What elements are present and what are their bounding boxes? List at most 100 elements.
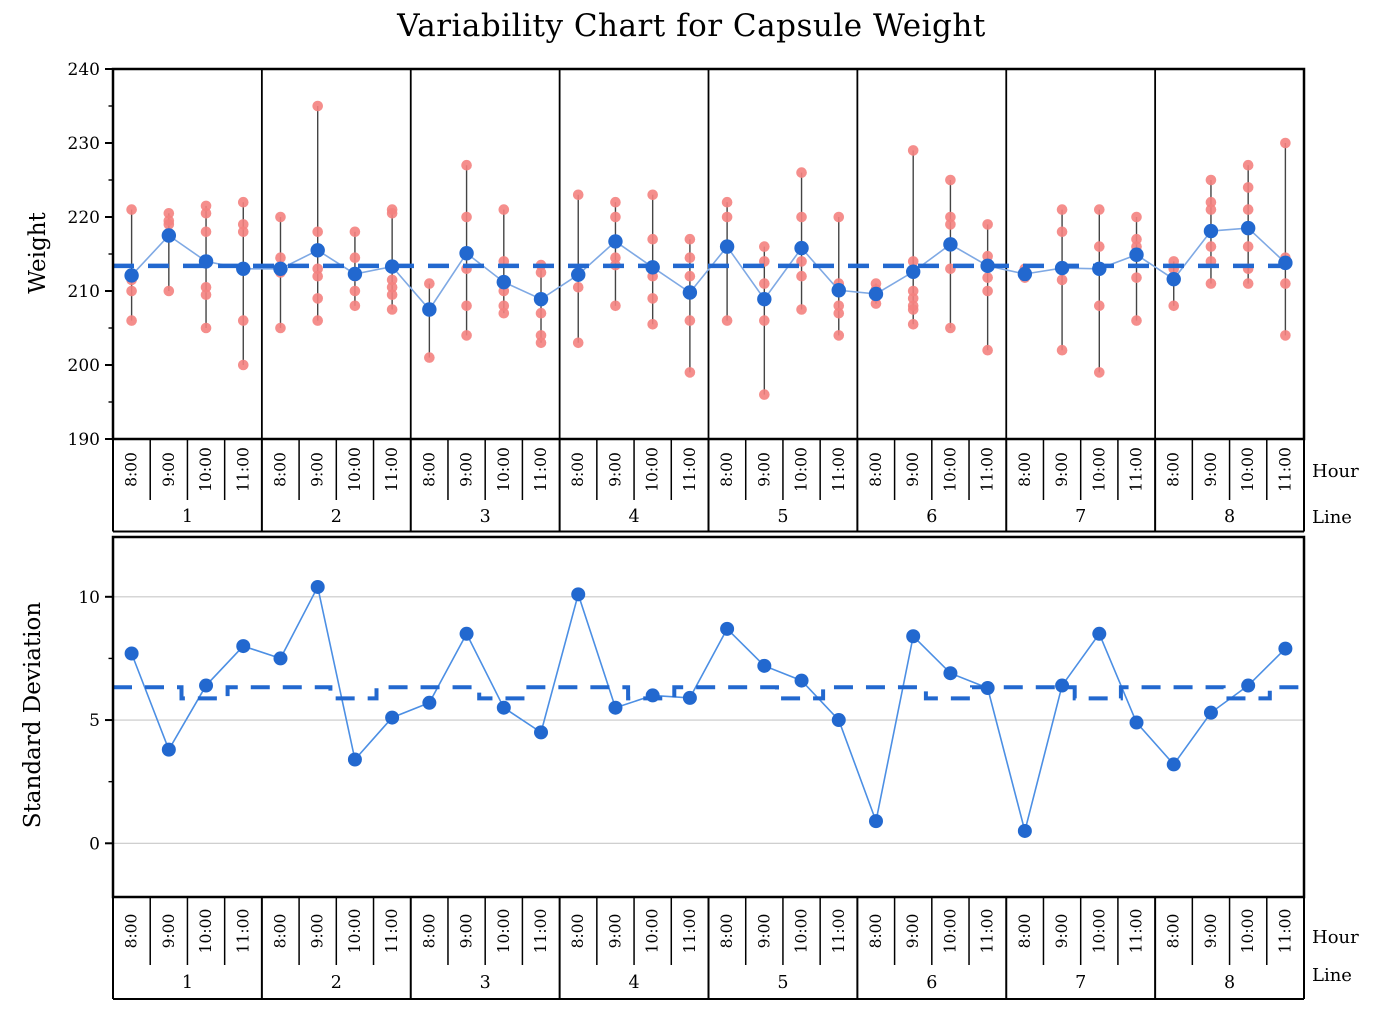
weight-data-point — [424, 278, 435, 289]
weight-data-point — [647, 293, 658, 304]
weight-data-point — [1242, 278, 1254, 289]
sd-point — [236, 639, 251, 654]
group-mean-point — [273, 261, 288, 276]
sd-point — [720, 621, 735, 636]
line-cell-label-bottom: 8 — [1224, 973, 1235, 993]
weight-data-point — [1168, 300, 1180, 312]
hour-cell-label-top: 10:00 — [644, 447, 662, 492]
sd-point — [1203, 705, 1218, 720]
sd-point — [310, 579, 325, 594]
line-cell-label-top: 4 — [628, 507, 639, 527]
line-cell-label-top: 1 — [182, 507, 193, 527]
weight-data-point — [945, 322, 956, 334]
weight-data-point — [907, 304, 919, 315]
group-mean-point — [347, 266, 363, 282]
hour-cell-label-bottom: 8:00 — [1165, 914, 1183, 949]
weight-data-point — [312, 263, 324, 275]
weight-data-point — [386, 208, 398, 219]
sd-tick-label: 10 — [78, 588, 100, 608]
group-mean-point — [422, 302, 437, 317]
group-mean-point — [1278, 255, 1293, 271]
weight-data-point — [610, 196, 621, 208]
weight-data-point — [237, 359, 249, 371]
hour-cell-label-bottom: 8:00 — [420, 914, 438, 949]
weight-data-point — [200, 208, 212, 219]
weight-data-point — [461, 330, 472, 341]
weight-data-point — [945, 174, 956, 186]
weight-data-point — [1280, 278, 1291, 289]
hour-cell-label-bottom: 8:00 — [1016, 914, 1034, 949]
weight-data-point — [721, 211, 733, 223]
hour-cell-label-bottom: 11:00 — [234, 909, 252, 954]
sd-point — [794, 673, 809, 688]
line-cell-label-bottom: 6 — [926, 973, 937, 993]
group-mean-point — [1054, 260, 1070, 276]
weight-data-point — [721, 315, 733, 326]
group-mean-point — [794, 240, 809, 256]
weight-data-point — [1280, 330, 1291, 341]
line-cell-label-bottom: 5 — [777, 973, 788, 993]
hour-cell-label-top: 11:00 — [979, 447, 997, 492]
weight-data-point — [126, 315, 137, 326]
hour-cell-label-top: 9:00 — [458, 452, 476, 487]
hour-cell-label-top: 8:00 — [718, 452, 736, 487]
hour-cell-label-bottom: 9:00 — [755, 914, 773, 949]
hour-cell-label-top: 10:00 — [197, 447, 215, 492]
sd-connector-line — [130, 584, 1286, 832]
weight-data-point — [312, 226, 324, 238]
weight-data-point — [833, 300, 845, 312]
hour-cell-label-top: 8:00 — [1016, 452, 1034, 487]
weight-data-point — [312, 100, 324, 112]
sd-point — [943, 666, 958, 681]
weight-data-point — [200, 322, 212, 334]
group-mean-point — [236, 261, 251, 276]
sd-point — [199, 678, 214, 693]
hour-cell-label-bottom: 11:00 — [383, 909, 401, 954]
weight-data-point — [684, 315, 696, 326]
weight-data-point — [610, 300, 621, 312]
weight-data-point — [572, 337, 584, 349]
weight-data-point — [610, 211, 621, 223]
line-cell-label-top: 2 — [331, 507, 342, 527]
hour-cell-label-bottom: 9:00 — [1053, 914, 1071, 949]
weight-data-point — [684, 252, 696, 263]
weight-data-point — [237, 315, 249, 326]
sd-point — [534, 725, 549, 740]
hour-cell-label-top: 8:00 — [420, 452, 438, 487]
hour-cell-label-bottom: 8:00 — [718, 914, 736, 949]
hour-cell-label-bottom: 9:00 — [309, 914, 327, 949]
sd-point — [868, 814, 883, 829]
weight-data-point — [349, 285, 361, 297]
weight-data-point — [572, 282, 584, 293]
line-cell-label-top: 8 — [1224, 507, 1235, 527]
weight-data-point — [1056, 226, 1068, 238]
group-mean-point — [719, 239, 735, 254]
sd-point — [496, 700, 511, 715]
weight-data-point — [647, 189, 658, 201]
weight-tick-label: 210 — [68, 282, 100, 302]
weight-data-point — [312, 315, 324, 326]
weight-data-point — [982, 250, 993, 262]
weight-data-point — [424, 352, 435, 363]
weight-data-point — [535, 307, 547, 319]
hour-cell-label-top: 11:00 — [1128, 447, 1146, 492]
weight-data-point — [1205, 204, 1217, 215]
hour-cell-label-top: 9:00 — [1202, 452, 1220, 487]
weight-data-point — [461, 159, 472, 171]
sd-point — [273, 651, 288, 666]
weight-tick-label: 200 — [68, 356, 100, 376]
hour-cell-label-top: 11:00 — [1276, 447, 1294, 492]
weight-data-point — [1242, 204, 1254, 215]
group-mean-point — [459, 246, 474, 261]
sd-tick-label: 0 — [89, 834, 100, 854]
weight-data-point — [684, 367, 696, 378]
hour-cell-label-top: 9:00 — [309, 452, 327, 487]
hour-factor-label-top: Hour — [1312, 461, 1359, 482]
group-mean-point — [571, 267, 586, 282]
line-factor-label-top: Line — [1312, 507, 1352, 528]
hour-cell-label-top: 9:00 — [755, 452, 773, 487]
sd-point — [645, 688, 660, 703]
weight-data-point — [1205, 241, 1217, 252]
hour-cell-label-bottom: 11:00 — [830, 909, 848, 954]
